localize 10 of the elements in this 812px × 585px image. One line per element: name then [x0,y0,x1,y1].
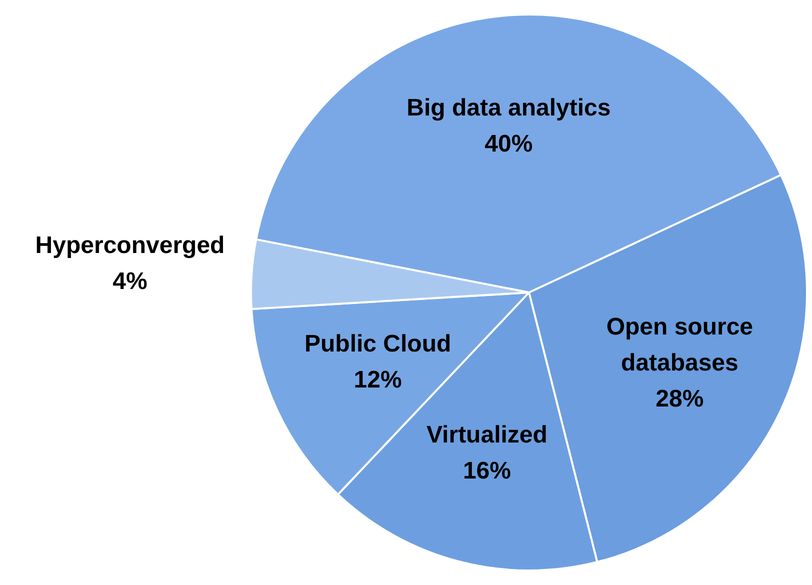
data-label: 4% [112,268,148,295]
data-label: 40% [484,130,533,158]
slice-label: Big data analytics [406,94,611,122]
slice-label: Hyperconverged [35,232,225,259]
slice-label: Public Cloud [304,330,452,358]
slice-label: Virtualized [426,422,548,449]
data-label: 16% [462,458,511,485]
data-label: 12% [354,366,402,394]
slice-label: Open source databases [606,314,754,377]
data-label: 28% [656,386,704,413]
